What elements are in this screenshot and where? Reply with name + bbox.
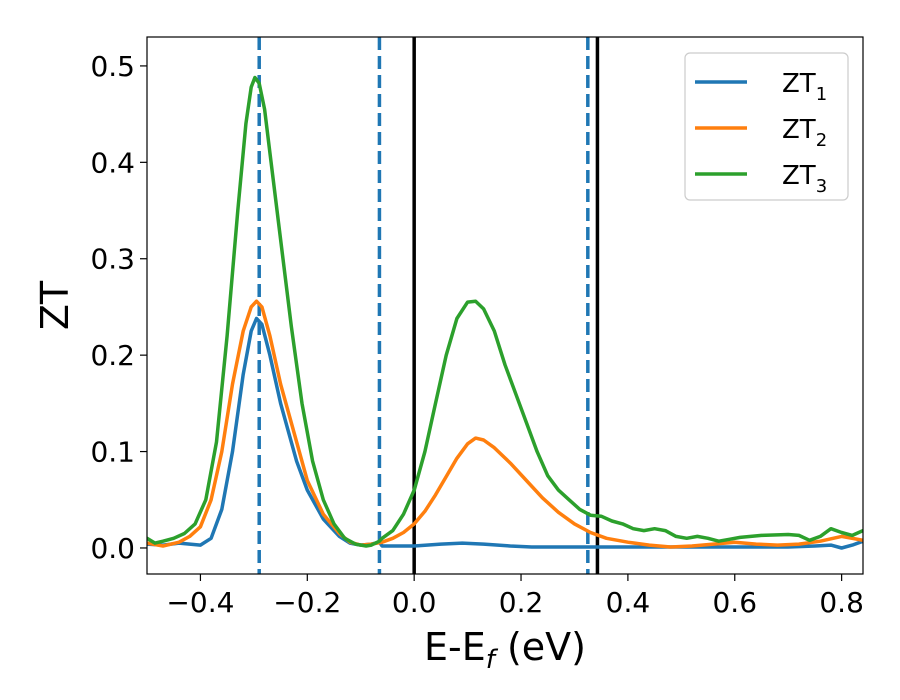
y-tick-label: 0.0: [90, 532, 135, 565]
x-tick-label: 0.6: [712, 586, 757, 619]
x-tick-label: 0.2: [499, 586, 544, 619]
x-axis-label: E-Ef (eV): [424, 625, 586, 675]
series-line-zt1: [147, 316, 863, 550]
x-tick-label: 0.4: [606, 586, 651, 619]
x-axis: −0.4 −0.2 0.0 0.2 0.4 0.6 0.8: [166, 574, 864, 619]
series-line-zt2: [147, 299, 863, 549]
series-lines: [147, 75, 863, 550]
legend-label-zt1: ZT1: [782, 69, 827, 105]
y-tick-label: 0.5: [90, 50, 135, 83]
y-tick-label: 0.4: [90, 146, 135, 179]
x-axis-label-unit: (eV): [495, 625, 586, 669]
x-tick-label: 0.8: [819, 586, 864, 619]
legend-box: [684, 52, 849, 201]
y-tick-label: 0.1: [90, 436, 135, 469]
y-axis-label: ZT: [33, 280, 77, 330]
x-tick-label: 0.0: [392, 586, 437, 619]
y-tick-label: 0.2: [90, 339, 135, 372]
x-tick-label: −0.2: [273, 586, 341, 619]
plot-frame: [146, 36, 864, 575]
legend: ZT1 ZT2 ZT3: [684, 52, 849, 201]
legend-label-zt3: ZT3: [782, 161, 827, 197]
y-axis: 0.0 0.1 0.2 0.3 0.4 0.5: [90, 50, 147, 565]
legend-label-zt2: ZT2: [782, 115, 827, 151]
x-tick-label: −0.4: [166, 586, 234, 619]
x-axis-label-main: E-E: [424, 625, 486, 669]
series-line-zt3: [147, 75, 863, 548]
y-tick-label: 0.3: [90, 243, 135, 276]
